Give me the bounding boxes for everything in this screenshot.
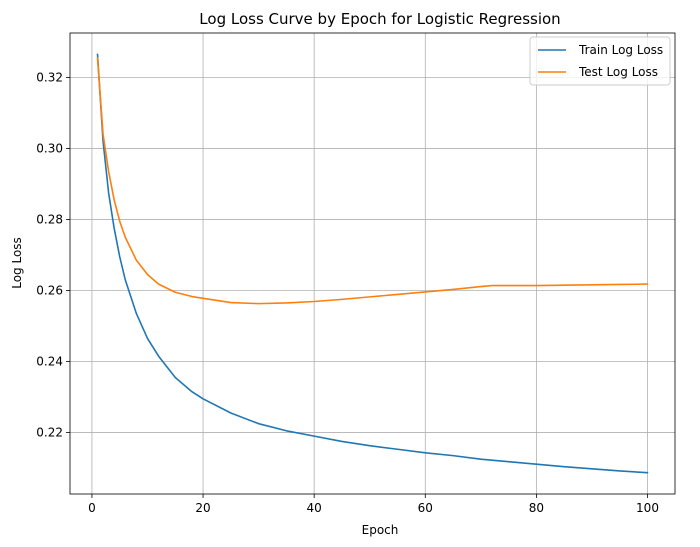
plot-area xyxy=(70,33,675,494)
y-tick-label: 0.28 xyxy=(36,212,63,226)
legend: Train Log Loss Test Log Loss xyxy=(529,36,671,86)
x-tick-label: 40 xyxy=(307,501,322,515)
x-tick-label: 100 xyxy=(636,501,659,515)
y-tick-label: 0.32 xyxy=(36,70,63,84)
train-loss-line xyxy=(96,53,649,474)
x-tick-label: 80 xyxy=(529,501,544,515)
x-tick-label: 60 xyxy=(418,501,433,515)
legend-box xyxy=(529,36,671,86)
chart-title: Log Loss Curve by Epoch for Logistic Reg… xyxy=(199,10,560,28)
x-tick-label: 0 xyxy=(88,501,96,515)
x-axis-label: Epoch xyxy=(362,523,399,537)
y-axis-label: Log Loss xyxy=(10,237,24,289)
y-tick-label: 0.30 xyxy=(36,141,63,155)
test-loss-line xyxy=(96,57,649,305)
legend-label-test: Test Log Loss xyxy=(578,65,658,79)
y-tick-label: 0.22 xyxy=(36,426,63,440)
grid xyxy=(70,33,675,494)
y-tick-label: 0.24 xyxy=(36,355,63,369)
plot-frame xyxy=(69,32,676,495)
legend-label-train: Train Log Loss xyxy=(578,43,663,57)
axis-ticks: 0 20 40 60 80 100 0.22 0.24 0.26 0.28 0.30 0.32 xyxy=(36,70,659,515)
series-lines xyxy=(96,53,649,474)
y-tick-label: 0.26 xyxy=(36,283,63,297)
x-tick-label: 20 xyxy=(195,501,210,515)
